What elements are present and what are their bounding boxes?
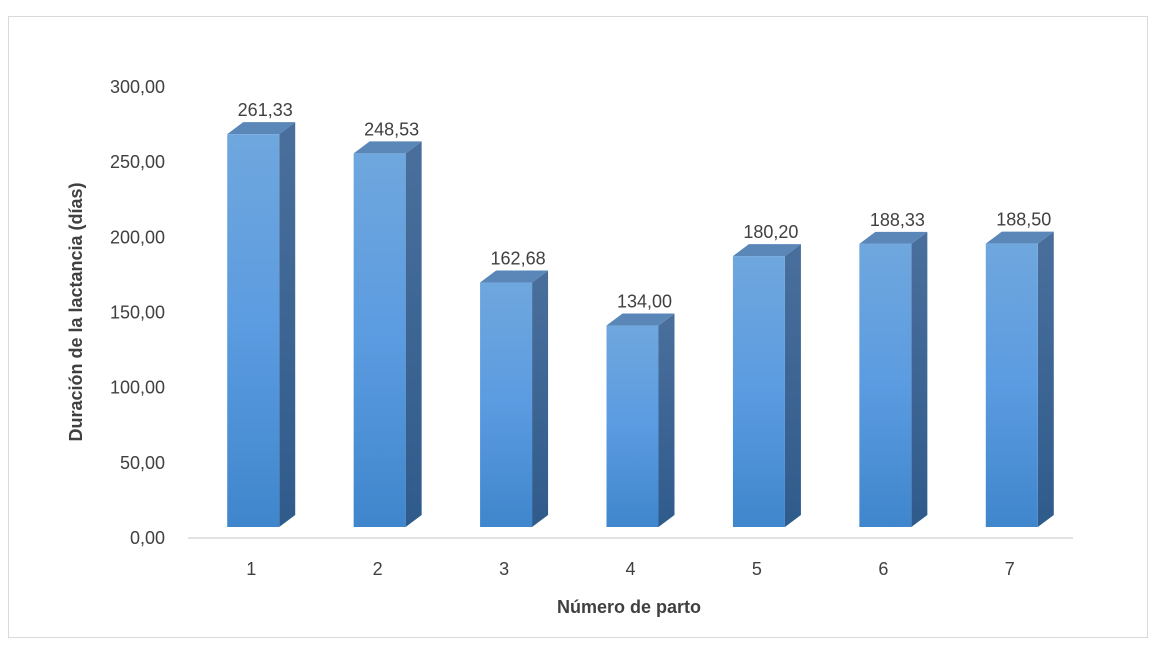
x-tick-label: 6 [878,559,888,579]
chart-frame [8,16,1148,638]
bar [480,270,549,527]
bar-side-face [1037,231,1054,527]
data-label: 134,00 [617,292,672,312]
data-label: 162,68 [491,248,546,268]
bar-top-face [732,244,801,257]
x-axis-title: Número de parto [557,597,701,617]
bar-side-face [532,270,549,527]
y-tick-label: 0,00 [130,528,165,548]
data-label: 248,53 [364,119,419,139]
x-tick-label: 1 [246,559,256,579]
x-tick-label: 2 [373,559,383,579]
bar-front-face [859,243,912,527]
bar-front-face [732,256,785,527]
bar-top-face [985,231,1054,244]
bar-front-face [480,282,533,527]
bar [227,122,296,527]
bar [732,244,801,527]
data-label: 188,33 [870,210,925,230]
labels-layer: 261,33 1 248,53 2 162,68 3 134,00 4 180,20 5 188,3… [238,100,1052,579]
bar-top-face [227,122,296,135]
y-tick-label: 250,00 [110,152,165,172]
bar-top-face [353,141,422,154]
data-label: 261,33 [238,100,293,120]
x-tick-label: 4 [625,559,635,579]
bar-front-face [985,243,1038,527]
y-tick-label: 50,00 [120,453,165,473]
y-tick-label: 200,00 [110,227,165,247]
bar [606,313,675,527]
bar-top-face [859,231,928,244]
bar-side-face [658,313,675,527]
bar-front-face [227,134,280,527]
x-tick-label: 5 [752,559,762,579]
y-tick-label: 150,00 [110,303,165,323]
y-axis-title: Duración de la lactancia (días) [66,182,86,441]
bar-top-face [480,270,549,283]
data-label: 188,50 [996,210,1051,230]
bar-side-face [405,141,422,527]
x-tick-label: 7 [1005,559,1015,579]
x-tick-label: 3 [499,559,509,579]
bar [859,231,928,527]
bar [985,231,1054,527]
data-label: 180,20 [743,222,798,242]
bar-front-face [606,325,659,527]
bar-front-face [353,153,406,527]
bar-top-face [606,313,675,326]
bar-side-face [911,231,928,527]
bars-layer [227,122,1054,527]
bar-side-face [279,122,296,527]
y-tick-label: 300,00 [110,77,165,97]
y-tick-label: 100,00 [110,378,165,398]
bar [353,141,422,527]
axis-layer: 0,00 50,00 100,00 150,00 200,00 250,00 300,00 [110,77,1073,548]
bar-side-face [784,244,801,527]
